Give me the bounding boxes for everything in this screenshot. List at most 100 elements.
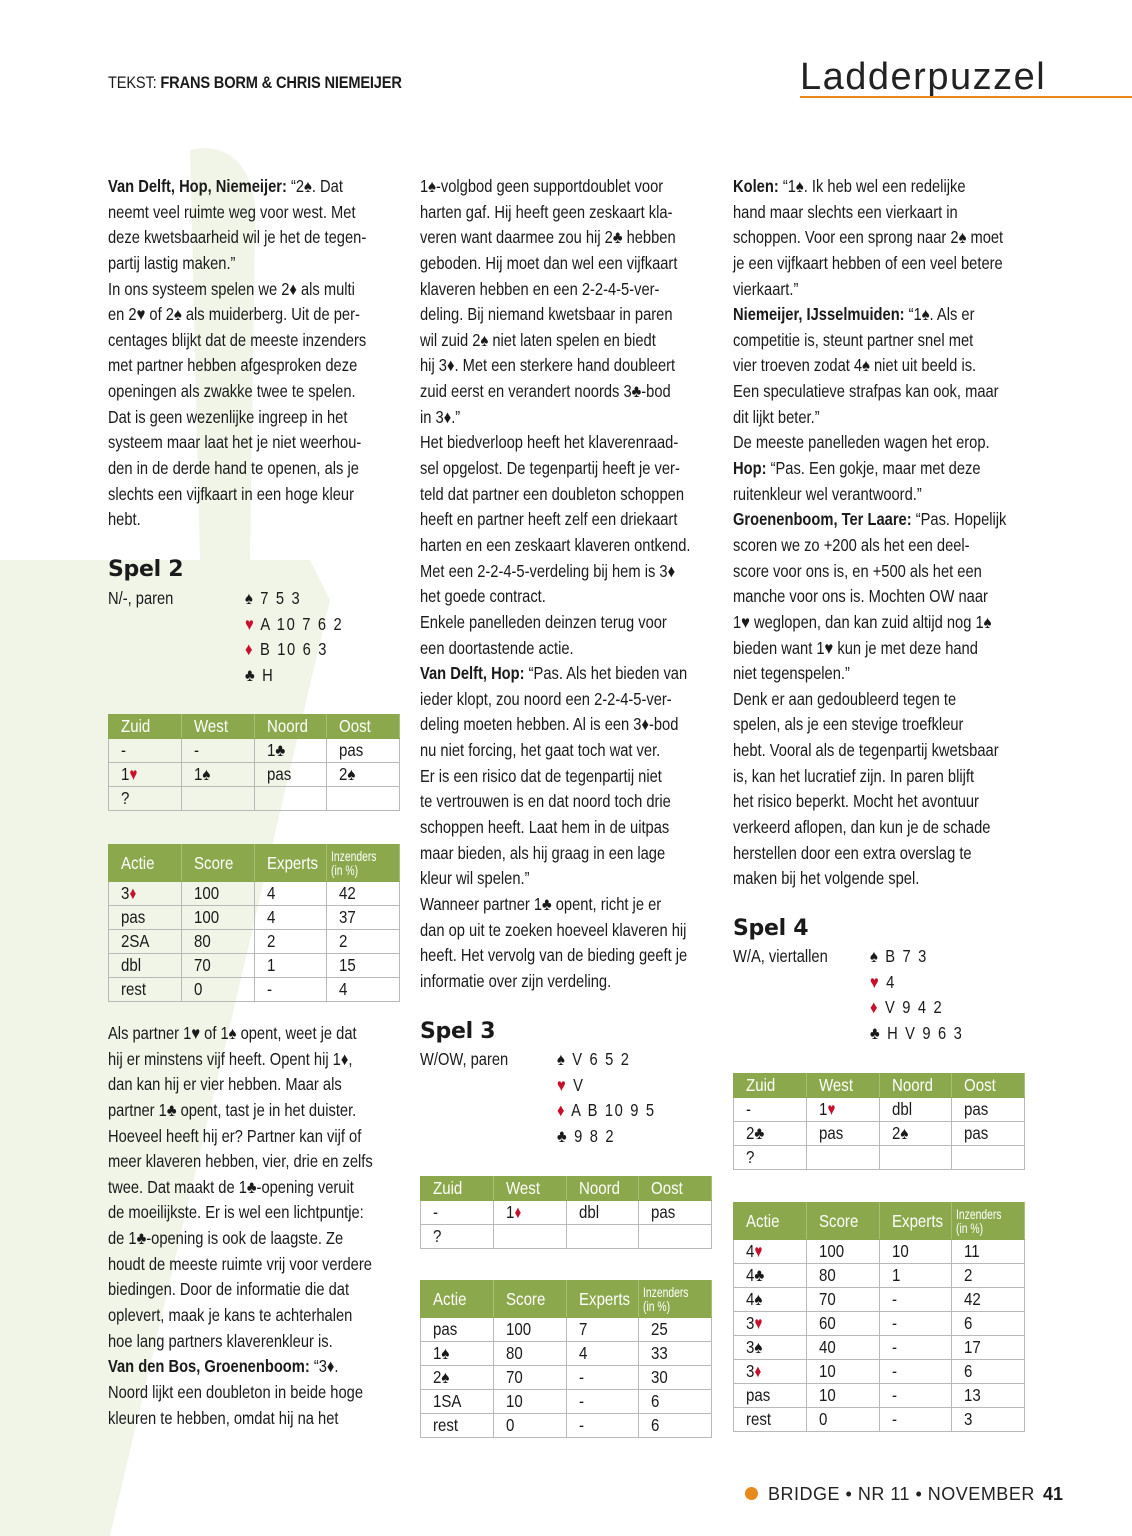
text-line: scoren we zo +200 als het een deel- (733, 533, 1019, 559)
hand-suits: ♠ 7 5 3 ♥ A 10 7 6 2 ♦ B 10 6 3 ♣ H (245, 586, 362, 689)
score-cell: 37 (326, 905, 400, 930)
text-content: openingen als zwakke twee te spelen. (108, 381, 356, 402)
text-content: “3♦. (309, 1356, 339, 1377)
score-cell: 6 (951, 1311, 1025, 1336)
text-content: Noord lijkt een doubleton in beide hoge (108, 1381, 363, 1402)
footer-magazine: BRIDGE • NR 11 • NOVEMBER (745, 1484, 1035, 1505)
hand-suit-holding: ♠ B 7 3 (870, 946, 928, 966)
score-cell: 60 (805, 1311, 880, 1336)
text-line: het risico beperkt. Mocht het avontuur (733, 789, 1019, 815)
text-content: informatie over zijn verdeling. (420, 970, 612, 991)
text-content: spelen, als je een stevige troefkleur (733, 714, 964, 735)
score-cell: 4 (253, 881, 328, 906)
text-line: Noord lijkt een doubleton in beide hoge (108, 1380, 394, 1406)
score-cell: pas (108, 905, 182, 930)
score-text: 15 (339, 955, 356, 975)
score-text: 60 (818, 1313, 836, 1333)
red-suit-icon: ♥ (754, 1313, 763, 1333)
text-content: houdt de meeste ruimte vrij voor verdere (108, 1253, 372, 1274)
text-content: herstellen door een extra overslag te (733, 842, 972, 863)
score-cell: - (878, 1287, 953, 1312)
text-content: Wanneer partner 1♣ opent, richt je er (420, 893, 662, 914)
text-content: maken bij het volgende spel. (733, 868, 920, 889)
score-row: 2♠ 70 - 30 (420, 1365, 712, 1390)
text-line: hoe lang partners klaverenkleur is. (108, 1329, 394, 1355)
speaker-name: Van den Bos, Groenenboom: (108, 1356, 310, 1377)
score-text: 0 (193, 979, 203, 999)
score-text: 80 (818, 1265, 836, 1285)
score-text: 100 (193, 907, 219, 927)
text-line: systeem maar laat het je niet weerhou- (108, 430, 394, 456)
bidding-row: ? (420, 1224, 712, 1249)
text-line: wil zuid 2♠ niet laten spelen en biedt (420, 328, 706, 354)
score-text: 10 (818, 1361, 836, 1381)
bidding-cell: pas (638, 1200, 712, 1225)
text-content: klaveren hebben en een 2-2-4-5-ver- (420, 278, 660, 299)
bid-text: pas (818, 1123, 844, 1143)
score-cell: 4♥ (733, 1239, 807, 1264)
text-content: partner 1♣ opent, tast je in het duister… (108, 1099, 357, 1120)
score-cell: 10 (805, 1383, 880, 1408)
score-text: 42 (339, 883, 356, 903)
score-cell: 2SA (108, 929, 182, 954)
speaker-name: Van Delft, Hop, Niemeijer: (108, 176, 287, 196)
score-cell: - (878, 1359, 953, 1384)
text-content: partij lastig maken.” (108, 252, 236, 273)
score-cell: 25 (638, 1317, 712, 1342)
text-line: dan kan hij er vier hebben. Maar als (108, 1072, 394, 1098)
score-cell: - (253, 977, 328, 1002)
score-text: 2♠ (433, 1367, 450, 1387)
score-text: 4♠ (746, 1289, 763, 1309)
score-header-cell: Score (180, 844, 255, 882)
score-text: 100 (505, 1319, 531, 1339)
text-content: deling moeten hebben. Al is een 3♦-bod (420, 714, 679, 735)
text-line: partij lastig maken.” (108, 251, 394, 277)
score-header-cell: Experts (565, 1280, 640, 1318)
score-text: 10 (505, 1391, 523, 1411)
text-content: veren want daarmee zou hij 2♣ hebben (420, 227, 676, 248)
bidding-header-cell: Zuid (733, 1073, 807, 1098)
text-line: het goede contract. (420, 584, 706, 610)
score-cell: 0 (180, 977, 255, 1002)
text-content: dan kan hij er vier hebben. Maar als (108, 1074, 342, 1095)
bidding-header-cell: Oost (951, 1073, 1025, 1098)
score-cell: rest (733, 1407, 807, 1432)
text-content: maar bieden, als hij graag in een lage (420, 842, 666, 863)
credit-authors: FRANS BORM & CHRIS NIEMEIJER (160, 73, 402, 92)
score-table: Actie Score Experts Inzenders (in %) 4♥ 100 10 1… (733, 1202, 1025, 1432)
text-line: Groenenboom, Ter Laare: “Pas. Hopelijk (733, 507, 1019, 533)
header-text: Inzenders (331, 848, 377, 864)
text-content: slechts een vijfkaart in een hoge kleur (108, 483, 354, 504)
text-line: centages blijkt dat de meeste inzenders (108, 328, 394, 354)
score-text: 40 (818, 1337, 836, 1357)
score-header-cell: Experts (253, 844, 328, 882)
text-content: De meeste panelleden wagen het erop. (733, 432, 990, 453)
bullet-dot-icon (745, 1487, 758, 1500)
score-text: 33 (651, 1343, 668, 1363)
deal-conditions: W/OW, paren (420, 1047, 525, 1073)
text-content: “1♠. Als er (904, 304, 975, 325)
bidding-header-cell: Zuid (420, 1176, 494, 1201)
score-cell: 80 (180, 929, 255, 954)
text-line: Denk er aan gedoubleerd tegen te (733, 687, 1019, 713)
text-line: bieden want 1♥ kun je met deze hand (733, 636, 1019, 662)
text-content: den in de derde hand te openen, als je (108, 458, 359, 479)
score-cell: - (878, 1335, 953, 1360)
score-cell: 4♠ (733, 1287, 807, 1312)
score-row: rest 0 - 6 (420, 1413, 712, 1438)
text-line: Van den Bos, Groenenboom: “3♦. (108, 1354, 394, 1380)
header-text: Oost (964, 1075, 997, 1095)
text-line: hebt. Vooral als de tegenpartij kwetsbaa… (733, 738, 1019, 764)
score-cell: pas (733, 1383, 807, 1408)
text-content: centages blijkt dat de meeste inzenders (108, 329, 367, 350)
bidding-row: - 1♦ dbl pas (420, 1200, 712, 1225)
bidding-row: 2♣ pas 2♠ pas (733, 1121, 1025, 1146)
score-text: 2 (266, 931, 275, 951)
score-cell: 100 (805, 1239, 880, 1264)
text-line: harten gaf. Hij heeft geen zeskaart kla- (420, 200, 706, 226)
text-line: Enkele panelleden deinzen terug voor (420, 610, 706, 636)
score-text: 3♦ (121, 883, 136, 903)
red-suit-icon: ♥ (557, 1074, 568, 1095)
text-content: Een speculatieve strafpas kan ook, maar (733, 381, 999, 402)
text-line: met partner hebben afgesproken deze (108, 353, 394, 379)
